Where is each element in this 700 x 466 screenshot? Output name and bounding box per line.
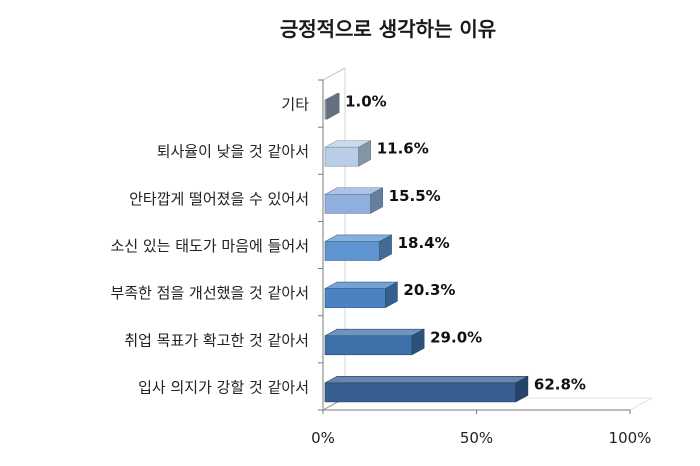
category-label: 기타 (281, 96, 309, 114)
bar-front-face (324, 194, 371, 214)
chart-title: 긍정적으로 생각하는 이유 (280, 17, 496, 41)
category-label: 취업 목표가 확고한 것 같아서 (124, 331, 309, 349)
value-label: 29.0% (430, 328, 482, 346)
value-label: 62.8% (534, 375, 586, 393)
bar-side-face (379, 234, 392, 262)
category-label: 소신 있는 태도가 마음에 들어서 (111, 237, 309, 255)
bar-side-face (358, 140, 372, 167)
bar (324, 234, 392, 262)
bar (324, 328, 425, 356)
value-label: 1.0% (345, 93, 387, 111)
bar-side-face (411, 328, 425, 356)
x-tick-label: 50% (460, 429, 493, 447)
bar-front-face (324, 382, 517, 403)
bar (324, 187, 383, 214)
floor-right-edge (629, 397, 653, 411)
bar-side-face (515, 375, 529, 403)
value-label: 20.3% (403, 281, 455, 299)
value-label: 18.4% (398, 234, 450, 252)
bar-top-face (324, 376, 529, 384)
bar-front-face (324, 146, 359, 167)
bar-top-face (324, 328, 425, 337)
value-label: 11.6% (377, 140, 429, 158)
bar-layer (324, 92, 529, 403)
bar-side-face (370, 187, 383, 214)
category-label: 부족한 점을 개선했을 것 같아서 (111, 284, 309, 302)
bar (324, 92, 340, 120)
bar-side-face (326, 92, 340, 120)
bar-side-face (385, 281, 398, 309)
x-tick-label: 100% (609, 429, 652, 447)
category-label: 입사 의지가 강할 것 같아서 (138, 378, 309, 396)
bar-front-face (324, 335, 413, 356)
bar (324, 281, 398, 309)
bar-front-face (324, 288, 386, 308)
wall-top-edge (322, 67, 346, 81)
label-layer: 0% 50% 100% 기타 1.0% 퇴사율이 낮을 것 같아서 11.6% 안타깝게 떨어… (111, 93, 652, 447)
x-tick-label: 0% (311, 429, 335, 447)
value-label: 15.5% (389, 187, 441, 205)
bar (324, 140, 372, 167)
bar-front-face (324, 241, 380, 261)
category-label: 안타깝게 떨어졌을 수 있어서 (129, 190, 309, 208)
category-label: 퇴사율이 낮을 것 같아서 (157, 143, 309, 161)
bar (324, 375, 529, 403)
